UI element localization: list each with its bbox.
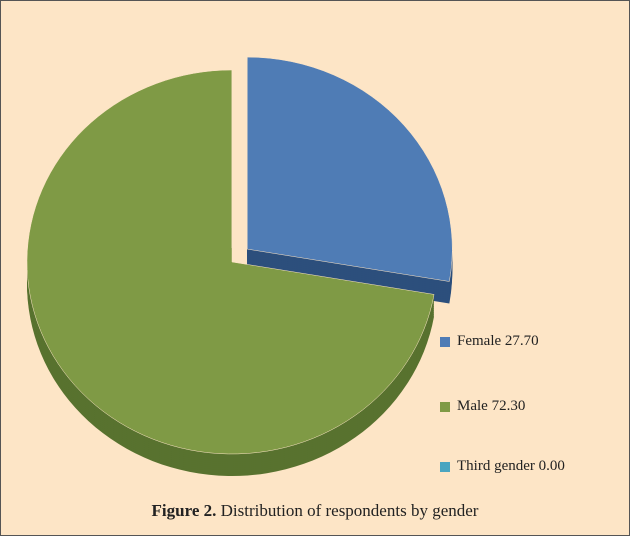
pie bbox=[26, 56, 453, 476]
legend-value: 27.70 bbox=[505, 333, 539, 349]
legend-label: Female 27.70 bbox=[457, 333, 539, 349]
legend-swatch bbox=[440, 462, 450, 472]
legend-name: Female bbox=[457, 333, 501, 349]
legend-swatch bbox=[440, 402, 450, 412]
legend-label: Male 72.30 bbox=[457, 398, 525, 414]
legend-name: Male bbox=[457, 398, 488, 414]
chart-title: Distribution of respondents by gender bbox=[221, 501, 479, 520]
legend: Female 27.70 Male 72.30 Third gender 0.00 bbox=[440, 333, 565, 474]
legend-label: Third gender 0.00 bbox=[457, 458, 565, 474]
legend-value: 72.30 bbox=[492, 398, 526, 414]
caption: Figure 2. Distribution of respondents by… bbox=[152, 501, 479, 520]
figure-label: Figure 2. bbox=[152, 501, 217, 520]
legend-swatch bbox=[440, 337, 450, 347]
legend-name: Third gender bbox=[457, 458, 535, 474]
slice bbox=[26, 69, 435, 455]
legend-value: 0.00 bbox=[539, 458, 565, 474]
slice bbox=[247, 56, 453, 282]
